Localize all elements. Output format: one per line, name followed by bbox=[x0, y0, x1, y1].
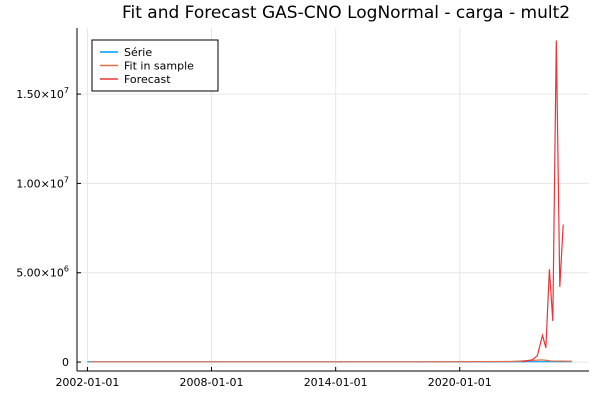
x-tick-labels: 2002-01-01 2008-01-01 2014-01-01 2020-01-01 bbox=[55, 376, 491, 389]
legend-label-1: Série bbox=[124, 46, 152, 59]
y-tick-labels: 0 5.00×106 1.00×107 1.50×107 bbox=[16, 86, 69, 369]
axes-layer bbox=[76, 28, 589, 372]
y-tick-label: 0 bbox=[62, 356, 69, 369]
series-line-2 bbox=[89, 359, 572, 363]
y-tick-label: 5.00×106 bbox=[16, 265, 69, 280]
legend-label-2: Fit in sample bbox=[124, 60, 194, 73]
series-layer bbox=[87, 40, 572, 363]
y-tick-label: 1.00×107 bbox=[16, 175, 69, 190]
series-line-3 bbox=[521, 40, 564, 363]
x-tick-label: 2002-01-01 bbox=[55, 376, 119, 389]
legend-label-3: Forecast bbox=[124, 73, 171, 86]
chart-title: Fit and Forecast GAS-CNO LogNormal - car… bbox=[122, 3, 570, 23]
x-tick-label: 2020-01-01 bbox=[428, 376, 492, 389]
x-tick-label: 2014-01-01 bbox=[304, 376, 368, 389]
y-tick-label: 1.50×107 bbox=[16, 86, 69, 101]
x-tick-label: 2008-01-01 bbox=[180, 376, 244, 389]
